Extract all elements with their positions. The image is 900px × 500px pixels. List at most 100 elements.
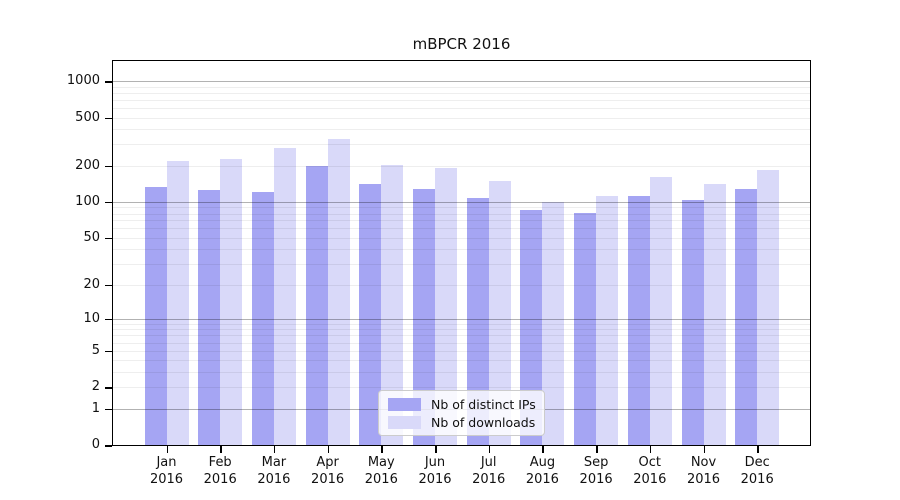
y-tick-label: 50 [83, 229, 100, 245]
bar-distinct-ips-mar [251, 191, 274, 445]
bar-downloads-dec [757, 170, 780, 445]
bar-downloads-oct [649, 177, 672, 445]
y-tick [105, 201, 112, 204]
bar-distinct-ips-dec [735, 189, 758, 445]
x-tick-label-apr: Apr 2016 [296, 454, 360, 488]
y-tick [105, 408, 112, 410]
x-tick-label-jan: Jan 2016 [135, 454, 199, 488]
x-tick-year: 2016 [525, 472, 559, 487]
y-tick [105, 117, 112, 119]
legend-swatch-distinct-ips [388, 397, 421, 411]
x-tick [542, 446, 544, 453]
y-tick [105, 237, 112, 240]
plot-area: Nb of distinct IPs Nb of downloads [112, 60, 811, 446]
x-tick-month: May [367, 455, 395, 470]
x-tick [220, 446, 222, 453]
bar-distinct-ips-sep [574, 212, 597, 445]
x-tick-month: Oct [638, 455, 662, 470]
x-tick-year: 2016 [364, 472, 398, 487]
bar-downloads-feb [220, 158, 243, 445]
bar-downloads-nov [703, 184, 726, 445]
bars-layer [113, 61, 810, 445]
chart-title: mBPCR 2016 [412, 35, 511, 53]
bar-distinct-ips-nov [681, 199, 704, 445]
x-tick-month: Sep [583, 455, 609, 470]
x-tick-label-jun: Jun 2016 [403, 454, 467, 488]
x-tick-month: Feb [208, 455, 232, 470]
bar-downloads-sep [596, 196, 619, 445]
x-tick [273, 446, 276, 453]
bar-distinct-ips-oct [627, 195, 650, 445]
x-tick [757, 446, 759, 453]
y-tick [105, 318, 112, 321]
x-tick-year: 2016 [257, 472, 291, 487]
x-tick-label-may: May 2016 [349, 454, 413, 488]
bar-distinct-ips-jun [413, 189, 435, 445]
x-tick [703, 446, 705, 453]
x-tick-month: Jan [156, 455, 177, 470]
bar-distinct-ips-feb [198, 190, 221, 445]
x-tick [649, 446, 652, 453]
x-tick-label-oct: Oct 2016 [618, 454, 682, 488]
legend-row-distinct-ips: Nb of distinct IPs [388, 396, 536, 412]
x-tick-month: Jul [480, 455, 497, 470]
bar-downloads-apr [327, 139, 350, 445]
y-tick-label: 1000 [66, 73, 100, 88]
x-tick [166, 446, 168, 453]
x-tick-label-jul: Jul 2016 [457, 454, 521, 488]
x-tick-year: 2016 [418, 472, 452, 487]
x-tick-month: Aug [529, 455, 556, 470]
y-tick-label: 20 [83, 276, 100, 292]
legend-swatch-downloads [388, 415, 421, 429]
legend-label-distinct-ips: Nb of distinct IPs [431, 396, 536, 412]
x-tick-month: Apr [316, 455, 339, 470]
x-tick-label-dec: Dec 2016 [725, 454, 789, 488]
x-tick-label-sep: Sep 2016 [564, 454, 628, 488]
x-tick-label-mar: Mar 2016 [242, 454, 306, 488]
x-tick [435, 446, 437, 453]
y-tick-label: 200 [75, 157, 100, 173]
y-tick [105, 165, 112, 168]
x-tick-label-nov: Nov 2016 [672, 454, 736, 488]
y-tick [105, 284, 112, 287]
y-tick-label: 500 [75, 109, 100, 125]
y-tick [105, 81, 112, 83]
bar-distinct-ips-may [359, 183, 382, 445]
x-tick [381, 446, 383, 453]
x-tick-month: Jun [424, 455, 446, 470]
x-tick-year: 2016 [579, 472, 613, 487]
x-tick-year: 2016 [740, 472, 774, 487]
x-tick-year: 2016 [633, 472, 667, 487]
x-tick [327, 446, 330, 453]
y-tick-label: 1 [91, 400, 100, 416]
y-tick [105, 445, 112, 447]
x-tick-year: 2016 [203, 472, 237, 487]
bar-downloads-jul [488, 181, 511, 445]
x-tick-year: 2016 [686, 472, 721, 487]
bar-downloads-mar [273, 147, 296, 445]
x-tick-year: 2016 [472, 472, 506, 487]
bar-downloads-jun [435, 168, 457, 445]
bar-distinct-ips-apr [305, 165, 328, 445]
y-tick [105, 387, 112, 389]
x-tick [596, 446, 598, 453]
bar-downloads-jan [166, 161, 189, 445]
x-tick [488, 446, 491, 453]
bar-distinct-ips-aug [520, 209, 543, 445]
bar-distinct-ips-jul [466, 197, 489, 445]
x-tick-month: Nov [690, 455, 717, 470]
legend-row-downloads: Nb of downloads [388, 414, 535, 430]
y-tick-label: 100 [75, 193, 100, 209]
x-tick-month: Mar [261, 455, 287, 470]
bar-distinct-ips-jan [144, 187, 167, 445]
y-tick [105, 350, 112, 353]
x-tick-year: 2016 [149, 472, 184, 487]
y-tick-label: 2 [91, 379, 100, 395]
y-tick-label: 5 [91, 342, 100, 358]
bar-downloads-may [381, 164, 404, 445]
y-tick-label: 10 [83, 310, 100, 326]
x-tick-label-feb: Feb 2016 [188, 454, 252, 488]
y-tick-label: 0 [91, 437, 100, 452]
x-tick-month: Dec [744, 455, 770, 470]
